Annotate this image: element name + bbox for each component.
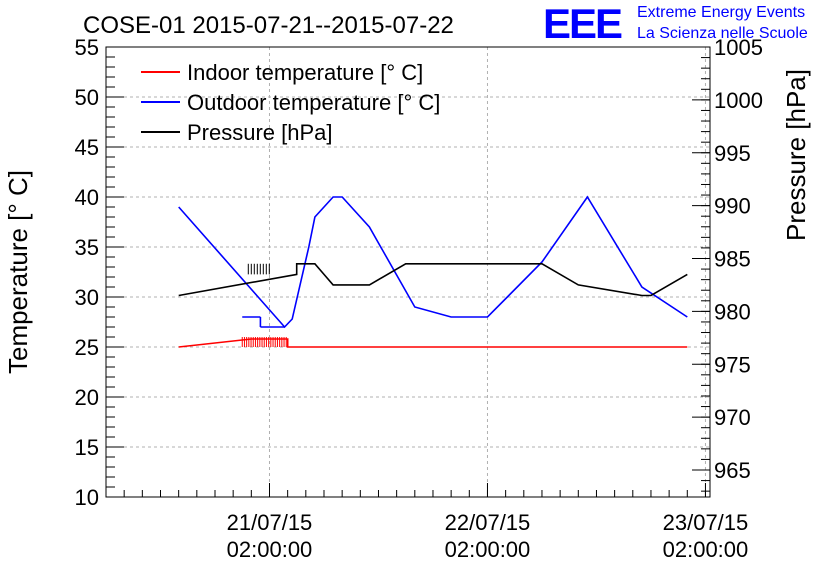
y2-tick-label: 970 xyxy=(714,405,751,430)
x-tick-label-date: 21/07/15 xyxy=(227,510,313,535)
y-tick-label: 55 xyxy=(75,35,99,60)
y2-tick-label: 1000 xyxy=(714,88,763,113)
y-tick-label: 30 xyxy=(75,285,99,310)
x-tick-label-date: 23/07/15 xyxy=(663,510,749,535)
y-tick-label: 15 xyxy=(75,435,99,460)
x-tick-label-time: 02:00:00 xyxy=(227,537,313,562)
legend-label-outdoor: Outdoor temperature [° C] xyxy=(187,90,440,115)
y2-tick-label: 975 xyxy=(714,352,751,377)
y2-tick-label: 995 xyxy=(714,141,751,166)
y2-tick-label: 1005 xyxy=(714,35,763,60)
y2-tick-label: 980 xyxy=(714,299,751,324)
left-axis: 10 15 20 25 30 35 40 45 50 55 xyxy=(75,35,124,510)
chart-title: COSE-01 2015-07-21--2015-07-22 xyxy=(83,12,454,39)
y-tick-label: 35 xyxy=(75,235,99,260)
pressure-line xyxy=(178,262,688,297)
indoor-temperature-line xyxy=(178,338,688,348)
y-tick-label: 20 xyxy=(75,385,99,410)
y-tick-label: 45 xyxy=(75,135,99,160)
y2-tick-label: 990 xyxy=(714,194,751,219)
logo-text: EEE xyxy=(543,0,622,47)
y-tick-label: 10 xyxy=(75,485,99,510)
y2-axis-label: Pressure [hPa] xyxy=(781,69,811,241)
y2-tick-label: 965 xyxy=(714,458,751,483)
y-axis-label: Temperature [° C] xyxy=(3,170,33,374)
logo-line-2: La Scienza nelle Scuole xyxy=(637,25,808,42)
legend-label-indoor: Indoor temperature [° C] xyxy=(187,60,423,85)
x-tick-label-date: 22/07/15 xyxy=(445,510,531,535)
y2-tick-label: 985 xyxy=(714,247,751,272)
right-axis: 965 970 975 980 985 990 995 1000 1005 xyxy=(692,35,763,492)
x-tick-label-time: 02:00:00 xyxy=(663,537,749,562)
legend: Indoor temperature [° C] Outdoor tempera… xyxy=(141,60,440,145)
x-tick-label-time: 02:00:00 xyxy=(445,537,531,562)
logo-line-1: Extreme Energy Events xyxy=(637,4,805,21)
y-tick-label: 25 xyxy=(75,335,99,360)
y-tick-label: 50 xyxy=(75,85,99,110)
y-tick-label: 40 xyxy=(75,185,99,210)
legend-label-pressure: Pressure [hPa] xyxy=(187,120,333,145)
series-layer xyxy=(178,195,688,348)
bottom-axis: 21/07/1502:00:0022/07/1502:00:0023/07/15… xyxy=(105,483,749,562)
plot-frame xyxy=(105,46,711,498)
outdoor-temperature-line xyxy=(178,195,688,329)
